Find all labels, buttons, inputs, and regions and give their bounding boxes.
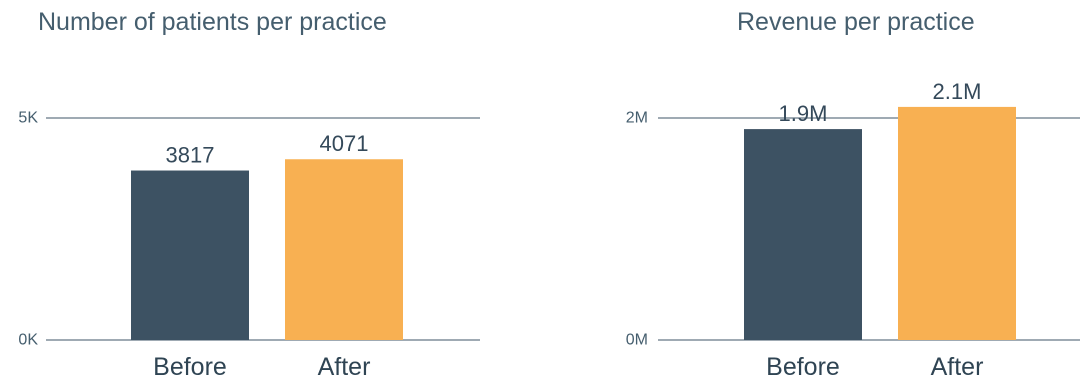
revenue-category-label: After: [931, 353, 984, 381]
patients-category-label: After: [318, 353, 371, 381]
patients-bar-after: [285, 159, 403, 340]
patients-category-label: Before: [153, 353, 227, 381]
revenue-bar-after: [898, 106, 1016, 341]
revenue-category-label: Before: [766, 353, 840, 381]
patients-data-label: 3817: [166, 143, 215, 168]
patients-y-tick-label: 5K: [18, 110, 38, 127]
revenue-y-tick-label: 0M: [626, 332, 648, 349]
patients-bar-before: [131, 170, 249, 340]
patients-y-tick-label: 0K: [18, 332, 38, 349]
revenue-y-tick-label: 2M: [626, 110, 648, 127]
chart-title-revenue: Revenue per practice: [737, 8, 975, 36]
chart-title-patients: Number of patients per practice: [38, 8, 387, 36]
patients-data-label: 4071: [320, 131, 369, 156]
revenue-bar-before: [744, 129, 862, 340]
revenue-data-label: 2.1M: [933, 79, 982, 104]
revenue-data-label: 1.9M: [779, 101, 828, 126]
